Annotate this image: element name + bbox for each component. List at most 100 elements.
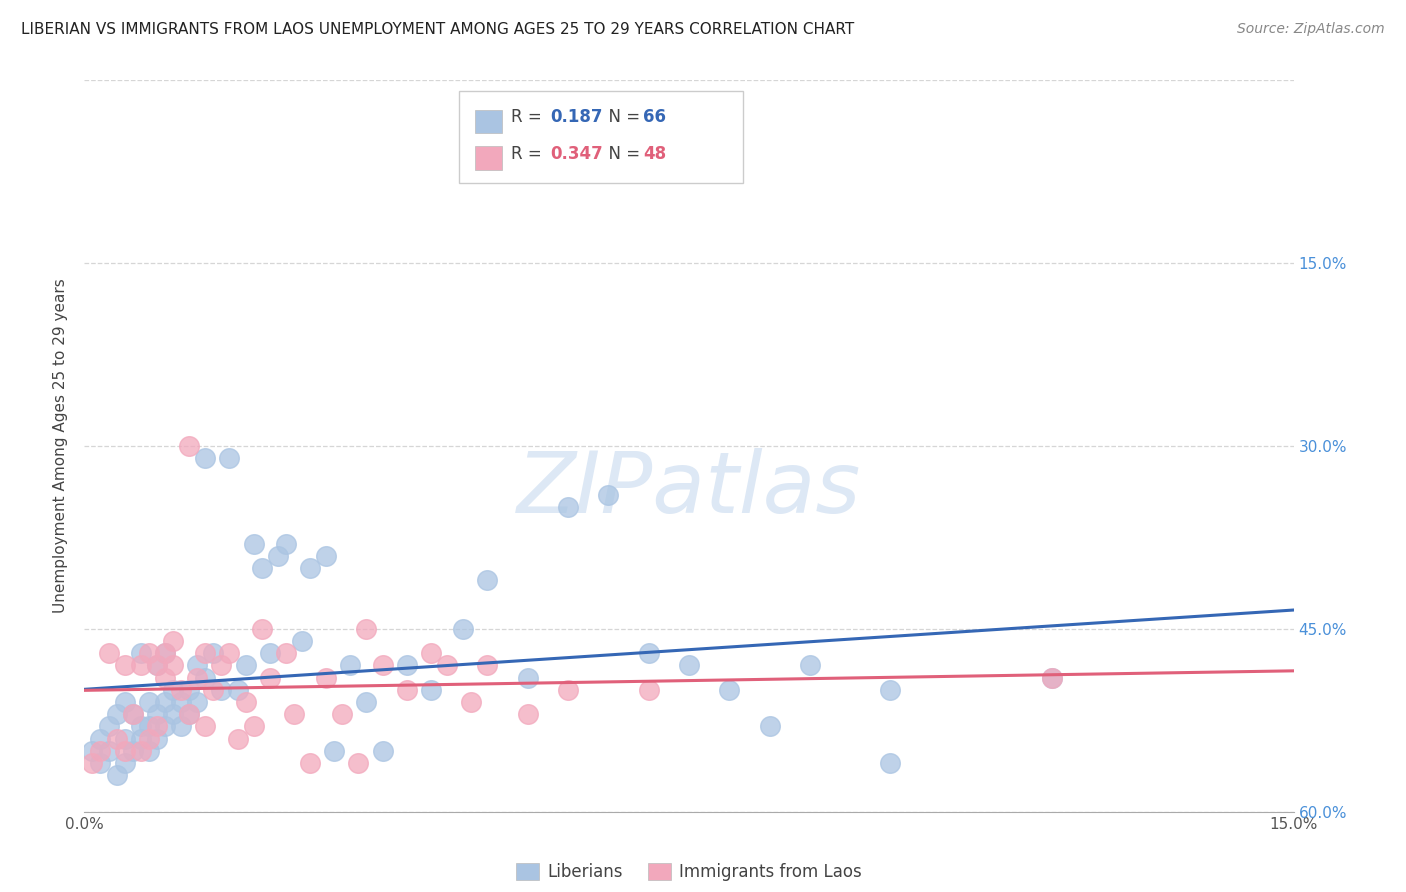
Text: N =: N =: [599, 145, 645, 162]
Point: [718, 682, 741, 697]
Point: [218, 646, 240, 660]
Y-axis label: Unemployment Among Ages 25 to 29 years: Unemployment Among Ages 25 to 29 years: [53, 278, 69, 614]
Point: [420, 646, 443, 660]
Point: [242, 536, 264, 550]
Point: [186, 658, 208, 673]
Text: ZIPatlas: ZIPatlas: [517, 449, 860, 532]
Point: [162, 707, 184, 722]
Point: [114, 756, 136, 770]
Point: [105, 707, 128, 722]
Point: [299, 561, 322, 575]
Point: [637, 646, 659, 660]
Point: [97, 719, 120, 733]
Point: [1040, 671, 1063, 685]
Point: [758, 719, 780, 733]
Point: [356, 695, 378, 709]
Point: [129, 731, 152, 746]
Point: [226, 682, 249, 697]
Point: [274, 536, 297, 550]
Point: [114, 731, 136, 746]
Point: [121, 707, 143, 722]
Text: 0.347: 0.347: [550, 145, 603, 162]
Point: [250, 622, 273, 636]
Point: [194, 646, 217, 660]
Point: [186, 695, 208, 709]
Point: [209, 658, 232, 673]
Point: [170, 719, 193, 733]
Point: [259, 646, 281, 660]
Point: [129, 658, 152, 673]
Point: [356, 622, 378, 636]
Point: [395, 658, 418, 673]
Point: [226, 731, 249, 746]
Point: [879, 682, 901, 697]
Point: [557, 500, 579, 514]
Point: [194, 719, 217, 733]
Point: [339, 658, 361, 673]
Point: [194, 671, 217, 685]
Text: 0.187: 0.187: [550, 108, 602, 126]
Point: [114, 695, 136, 709]
Point: [162, 634, 184, 648]
Point: [170, 682, 193, 697]
Point: [153, 671, 176, 685]
Point: [1040, 671, 1063, 685]
Text: Source: ZipAtlas.com: Source: ZipAtlas.com: [1237, 22, 1385, 37]
Point: [97, 646, 120, 660]
Point: [209, 682, 232, 697]
Text: N =: N =: [599, 108, 645, 126]
Point: [477, 573, 499, 587]
Point: [146, 658, 169, 673]
Legend: Liberians, Immigrants from Laos: Liberians, Immigrants from Laos: [509, 856, 869, 888]
Point: [179, 439, 201, 453]
Point: [283, 707, 305, 722]
Point: [146, 658, 169, 673]
FancyBboxPatch shape: [475, 146, 502, 169]
Point: [330, 707, 353, 722]
Point: [218, 451, 240, 466]
Point: [121, 707, 143, 722]
Point: [291, 634, 314, 648]
Point: [82, 744, 104, 758]
Point: [138, 695, 160, 709]
Point: [138, 744, 160, 758]
Point: [202, 682, 225, 697]
Point: [235, 658, 257, 673]
Point: [315, 549, 337, 563]
Point: [153, 646, 176, 660]
Point: [153, 695, 176, 709]
Point: [323, 744, 346, 758]
FancyBboxPatch shape: [475, 110, 502, 133]
Text: LIBERIAN VS IMMIGRANTS FROM LAOS UNEMPLOYMENT AMONG AGES 25 TO 29 YEARS CORRELAT: LIBERIAN VS IMMIGRANTS FROM LAOS UNEMPLO…: [21, 22, 855, 37]
Point: [105, 768, 128, 782]
Point: [516, 671, 538, 685]
Point: [678, 658, 700, 673]
Point: [138, 731, 160, 746]
Point: [129, 646, 152, 660]
Text: R =: R =: [512, 145, 547, 162]
Point: [89, 744, 111, 758]
Point: [259, 671, 281, 685]
Point: [436, 658, 458, 673]
Point: [186, 671, 208, 685]
Point: [138, 646, 160, 660]
Point: [395, 682, 418, 697]
Point: [250, 561, 273, 575]
Point: [105, 731, 128, 746]
Point: [146, 731, 169, 746]
Point: [153, 646, 176, 660]
Point: [121, 744, 143, 758]
Point: [879, 756, 901, 770]
Point: [799, 658, 821, 673]
Point: [146, 707, 169, 722]
Point: [162, 682, 184, 697]
Point: [114, 658, 136, 673]
Point: [179, 707, 201, 722]
Point: [637, 682, 659, 697]
Point: [194, 451, 217, 466]
Point: [170, 695, 193, 709]
Point: [162, 658, 184, 673]
Point: [129, 744, 152, 758]
Point: [516, 707, 538, 722]
Point: [153, 719, 176, 733]
